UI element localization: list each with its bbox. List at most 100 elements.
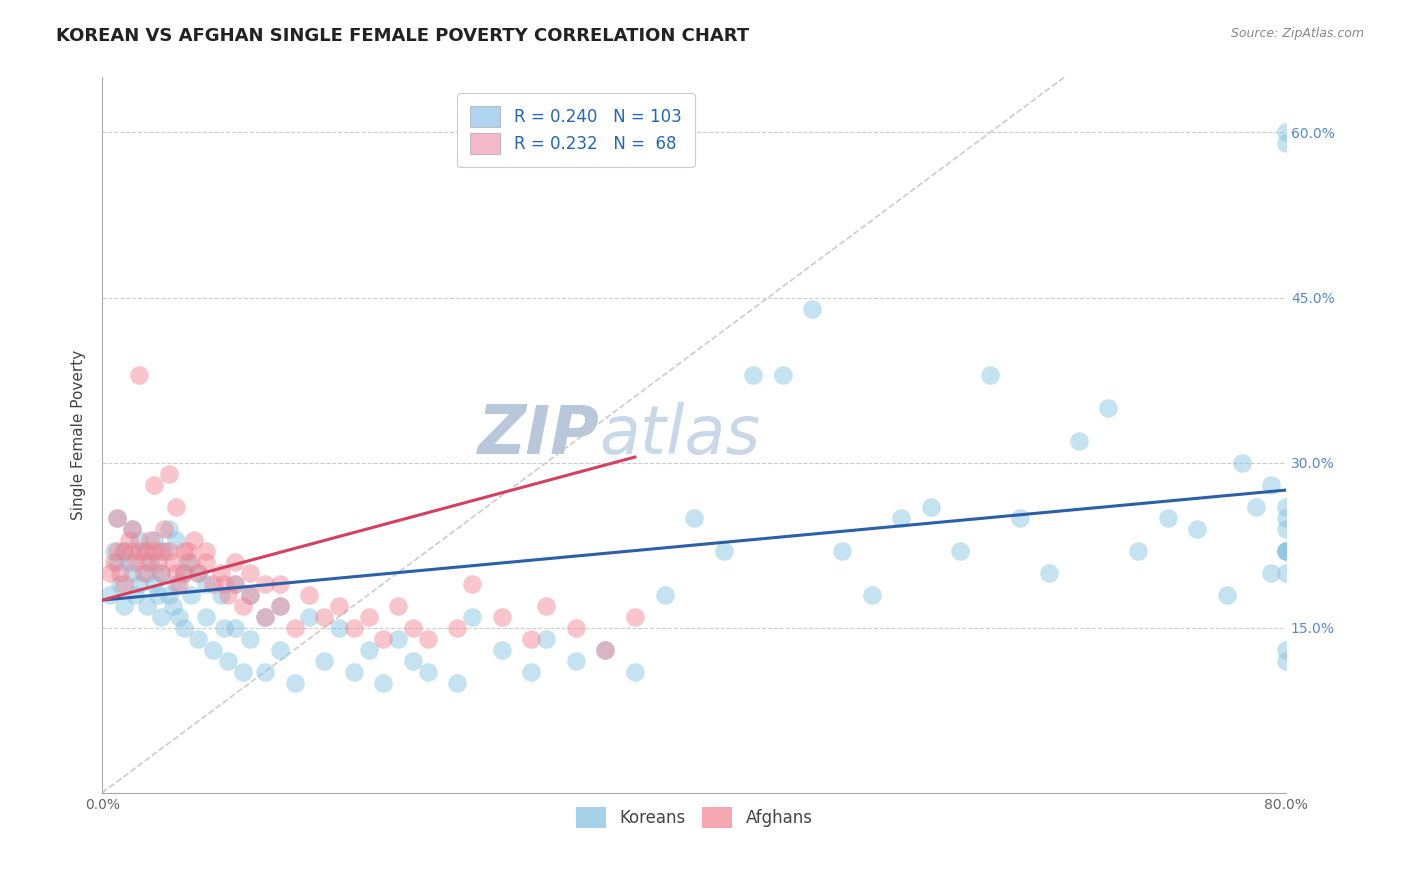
Point — [239, 588, 262, 602]
Point — [713, 543, 735, 558]
Point — [224, 576, 246, 591]
Point — [1275, 642, 1298, 657]
Point — [253, 609, 276, 624]
Point — [112, 576, 135, 591]
Point — [167, 609, 190, 624]
Point — [135, 566, 157, 580]
Point — [180, 588, 202, 602]
Point — [831, 543, 853, 558]
Point — [121, 522, 143, 536]
Point — [772, 368, 794, 382]
Point — [534, 632, 557, 646]
Point — [217, 588, 239, 602]
Point — [1275, 654, 1298, 668]
Point — [165, 500, 187, 514]
Point — [1260, 477, 1282, 491]
Point — [118, 555, 141, 569]
Point — [491, 642, 513, 657]
Point — [446, 675, 468, 690]
Point — [187, 632, 209, 646]
Point — [194, 576, 217, 591]
Point — [1216, 588, 1239, 602]
Point — [153, 522, 176, 536]
Point — [187, 566, 209, 580]
Point — [1275, 543, 1298, 558]
Point — [1275, 566, 1298, 580]
Point — [157, 588, 180, 602]
Point — [173, 543, 195, 558]
Point — [1275, 543, 1298, 558]
Point — [148, 588, 170, 602]
Point — [98, 588, 121, 602]
Point — [357, 642, 380, 657]
Point — [1275, 125, 1298, 139]
Point — [461, 576, 484, 591]
Point — [183, 533, 205, 547]
Point — [209, 566, 232, 580]
Point — [564, 654, 586, 668]
Point — [194, 555, 217, 569]
Point — [143, 477, 166, 491]
Point — [979, 368, 1001, 382]
Point — [135, 543, 157, 558]
Point — [105, 510, 128, 524]
Point — [103, 543, 125, 558]
Point — [801, 301, 824, 316]
Point — [157, 467, 180, 481]
Point — [132, 543, 155, 558]
Point — [202, 642, 225, 657]
Point — [461, 609, 484, 624]
Point — [402, 621, 425, 635]
Point — [105, 555, 128, 569]
Point — [284, 621, 307, 635]
Legend: Koreans, Afghans: Koreans, Afghans — [569, 801, 820, 834]
Point — [135, 599, 157, 613]
Point — [103, 555, 125, 569]
Point — [239, 588, 262, 602]
Point — [124, 555, 146, 569]
Point — [595, 642, 617, 657]
Point — [1275, 510, 1298, 524]
Point — [742, 368, 765, 382]
Point — [135, 555, 157, 569]
Point — [121, 566, 143, 580]
Point — [373, 675, 395, 690]
Point — [165, 566, 187, 580]
Point — [654, 588, 676, 602]
Point — [269, 576, 291, 591]
Point — [1097, 401, 1119, 415]
Point — [143, 576, 166, 591]
Point — [143, 543, 166, 558]
Point — [314, 609, 336, 624]
Point — [150, 543, 173, 558]
Text: Source: ZipAtlas.com: Source: ZipAtlas.com — [1230, 27, 1364, 40]
Point — [132, 566, 155, 580]
Point — [491, 609, 513, 624]
Point — [150, 566, 173, 580]
Point — [153, 543, 176, 558]
Point — [520, 665, 543, 679]
Point — [194, 543, 217, 558]
Point — [162, 599, 184, 613]
Point — [1260, 566, 1282, 580]
Point — [624, 665, 647, 679]
Point — [112, 543, 135, 558]
Point — [98, 566, 121, 580]
Point — [1156, 510, 1178, 524]
Point — [328, 599, 350, 613]
Point — [224, 576, 246, 591]
Point — [253, 576, 276, 591]
Text: KOREAN VS AFGHAN SINGLE FEMALE POVERTY CORRELATION CHART: KOREAN VS AFGHAN SINGLE FEMALE POVERTY C… — [56, 27, 749, 45]
Point — [173, 621, 195, 635]
Point — [328, 621, 350, 635]
Point — [890, 510, 912, 524]
Point — [284, 675, 307, 690]
Point — [298, 609, 321, 624]
Point — [165, 533, 187, 547]
Point — [564, 621, 586, 635]
Point — [128, 576, 150, 591]
Point — [150, 566, 173, 580]
Point — [269, 642, 291, 657]
Point — [167, 576, 190, 591]
Point — [446, 621, 468, 635]
